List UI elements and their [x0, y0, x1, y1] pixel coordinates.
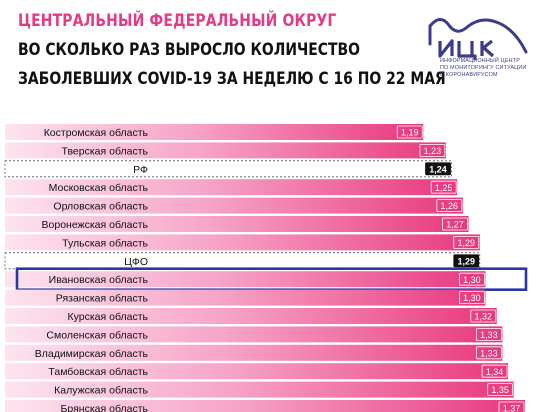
- bar: [5, 234, 480, 251]
- value-label: 1,30: [463, 293, 481, 303]
- bar: [5, 197, 463, 214]
- bar-row: Владимирская область 1,33: [5, 344, 503, 361]
- value-label: 1,37: [503, 404, 521, 412]
- category-label: Тверская область: [62, 145, 149, 157]
- category-label: Курская область: [68, 311, 149, 323]
- bar: [5, 142, 446, 159]
- value-label: 1,23: [424, 146, 442, 156]
- category-label: РФ: [133, 164, 148, 176]
- category-label: Калужская область: [54, 385, 148, 397]
- value-label: 1,33: [480, 348, 498, 358]
- value-label-box: [481, 364, 508, 378]
- bar-row: Рязанская область 1,30: [5, 289, 486, 306]
- value-label-box: [396, 125, 423, 139]
- value-label: 1,26: [441, 201, 459, 211]
- logo-letter-i: [438, 39, 454, 58]
- bar-row: Московская область 1,25: [5, 179, 458, 196]
- value-label-box: [419, 143, 446, 157]
- value-label-box: [436, 199, 463, 213]
- category-label: Костромская область: [44, 127, 149, 139]
- ick-logo: [428, 18, 528, 60]
- category-label: Владимирская область: [35, 348, 149, 360]
- logo-letter-ts: [457, 41, 477, 60]
- value-label: 1,19: [401, 128, 419, 138]
- bar-row: Воронежская область 1,27: [5, 216, 469, 232]
- bar-row: Тверская область 1,23: [5, 142, 446, 159]
- category-label: Ивановская область: [49, 274, 149, 286]
- value-label-box: [470, 309, 497, 323]
- bar: [5, 400, 525, 412]
- bar-row: Тульская область 1,29: [5, 234, 480, 251]
- bar: [5, 308, 497, 324]
- value-label-box: [453, 235, 480, 249]
- value-label-box: [498, 401, 525, 412]
- value-label-box: [442, 217, 468, 231]
- reference-bar-outline: [4, 252, 481, 270]
- bar-row: Калужская область 1,35: [5, 381, 514, 398]
- bar-row: Смоленская область 1,33: [5, 326, 503, 343]
- title-line-3: ЗАБОЛЕВШИХ COVID-19 ЗА НЕДЕЛЮ С 16 ПО 22…: [18, 69, 446, 89]
- bar: [5, 326, 503, 343]
- logo-caption-line-1: ИНФОРМАЦИОННЫЙ ЦЕНТР: [440, 58, 521, 64]
- reference-bar-outline: [4, 160, 452, 178]
- value-label: 1,24: [429, 164, 447, 174]
- bar: [5, 289, 486, 306]
- bar-row: Ивановская область 1,30: [5, 271, 486, 288]
- value-label: 1,35: [491, 385, 509, 395]
- bar-row: Курская область 1,32: [5, 308, 497, 324]
- value-label-box: [453, 254, 480, 268]
- bar-row: Тамбовская область 1,34: [5, 363, 509, 380]
- value-label: 1,25: [435, 183, 453, 193]
- title-line-2: ВО СКОЛЬКО РАЗ ВЫРОСЛО КОЛИЧЕСТВО: [18, 40, 361, 60]
- category-label: Смоленская область: [46, 329, 148, 341]
- category-label: Тамбовская область: [48, 366, 148, 378]
- logo-caption-line-2: ПО МОНИТОРИНГУ СИТУАЦИИ: [440, 65, 527, 71]
- bar: [5, 344, 503, 361]
- bar: [5, 381, 514, 398]
- logo-caption-line-3: С КОРОНАВИРУСОМ: [440, 72, 498, 78]
- bar: [5, 216, 469, 232]
- bar: [5, 363, 509, 380]
- value-label: 1,29: [458, 256, 476, 266]
- bar-row: Брянская область 1,37: [5, 400, 525, 412]
- bar-row: ЦФО 1,29: [4, 252, 481, 270]
- category-label: ЦФО: [124, 256, 148, 268]
- category-label: Московская область: [49, 182, 149, 194]
- value-label-box: [487, 383, 514, 397]
- bar: [5, 179, 458, 196]
- category-label: Тульская область: [62, 237, 148, 249]
- value-label: 1,27: [446, 220, 464, 230]
- value-label-box: [430, 180, 457, 194]
- category-label: Брянская область: [61, 403, 149, 412]
- value-label-box: [425, 162, 451, 176]
- value-label: 1,29: [458, 238, 476, 248]
- logo-wave-icon: [428, 18, 528, 54]
- value-label-box: [459, 272, 485, 286]
- category-label: Воронежская область: [42, 219, 149, 231]
- category-label: Рязанская область: [56, 293, 149, 305]
- title-line-1: ЦЕНТРАЛЬНЫЙ ФЕДЕРАЛЬНЫЙ ОКРУГ: [18, 11, 337, 31]
- value-label-box: [475, 327, 502, 341]
- logo-caption: ИНФОРМАЦИОННЫЙ ЦЕНТР ПО МОНИТОРИНГУ СИТУ…: [440, 58, 545, 79]
- value-label-box: [459, 291, 485, 305]
- value-label: 1,32: [474, 312, 492, 322]
- bar-row: Костромская область 1,19: [5, 124, 424, 140]
- bar: [5, 271, 486, 288]
- value-label: 1,34: [486, 367, 504, 377]
- bar: [5, 124, 424, 140]
- value-label: 1,33: [480, 330, 498, 340]
- bar-row: Орловская область 1,26: [5, 197, 463, 214]
- logo-letter-k: [480, 39, 495, 58]
- bar-row: РФ 1,24: [4, 160, 452, 178]
- value-label-box: [475, 346, 502, 360]
- value-label: 1,30: [463, 275, 481, 285]
- category-label: Орловская область: [53, 201, 148, 213]
